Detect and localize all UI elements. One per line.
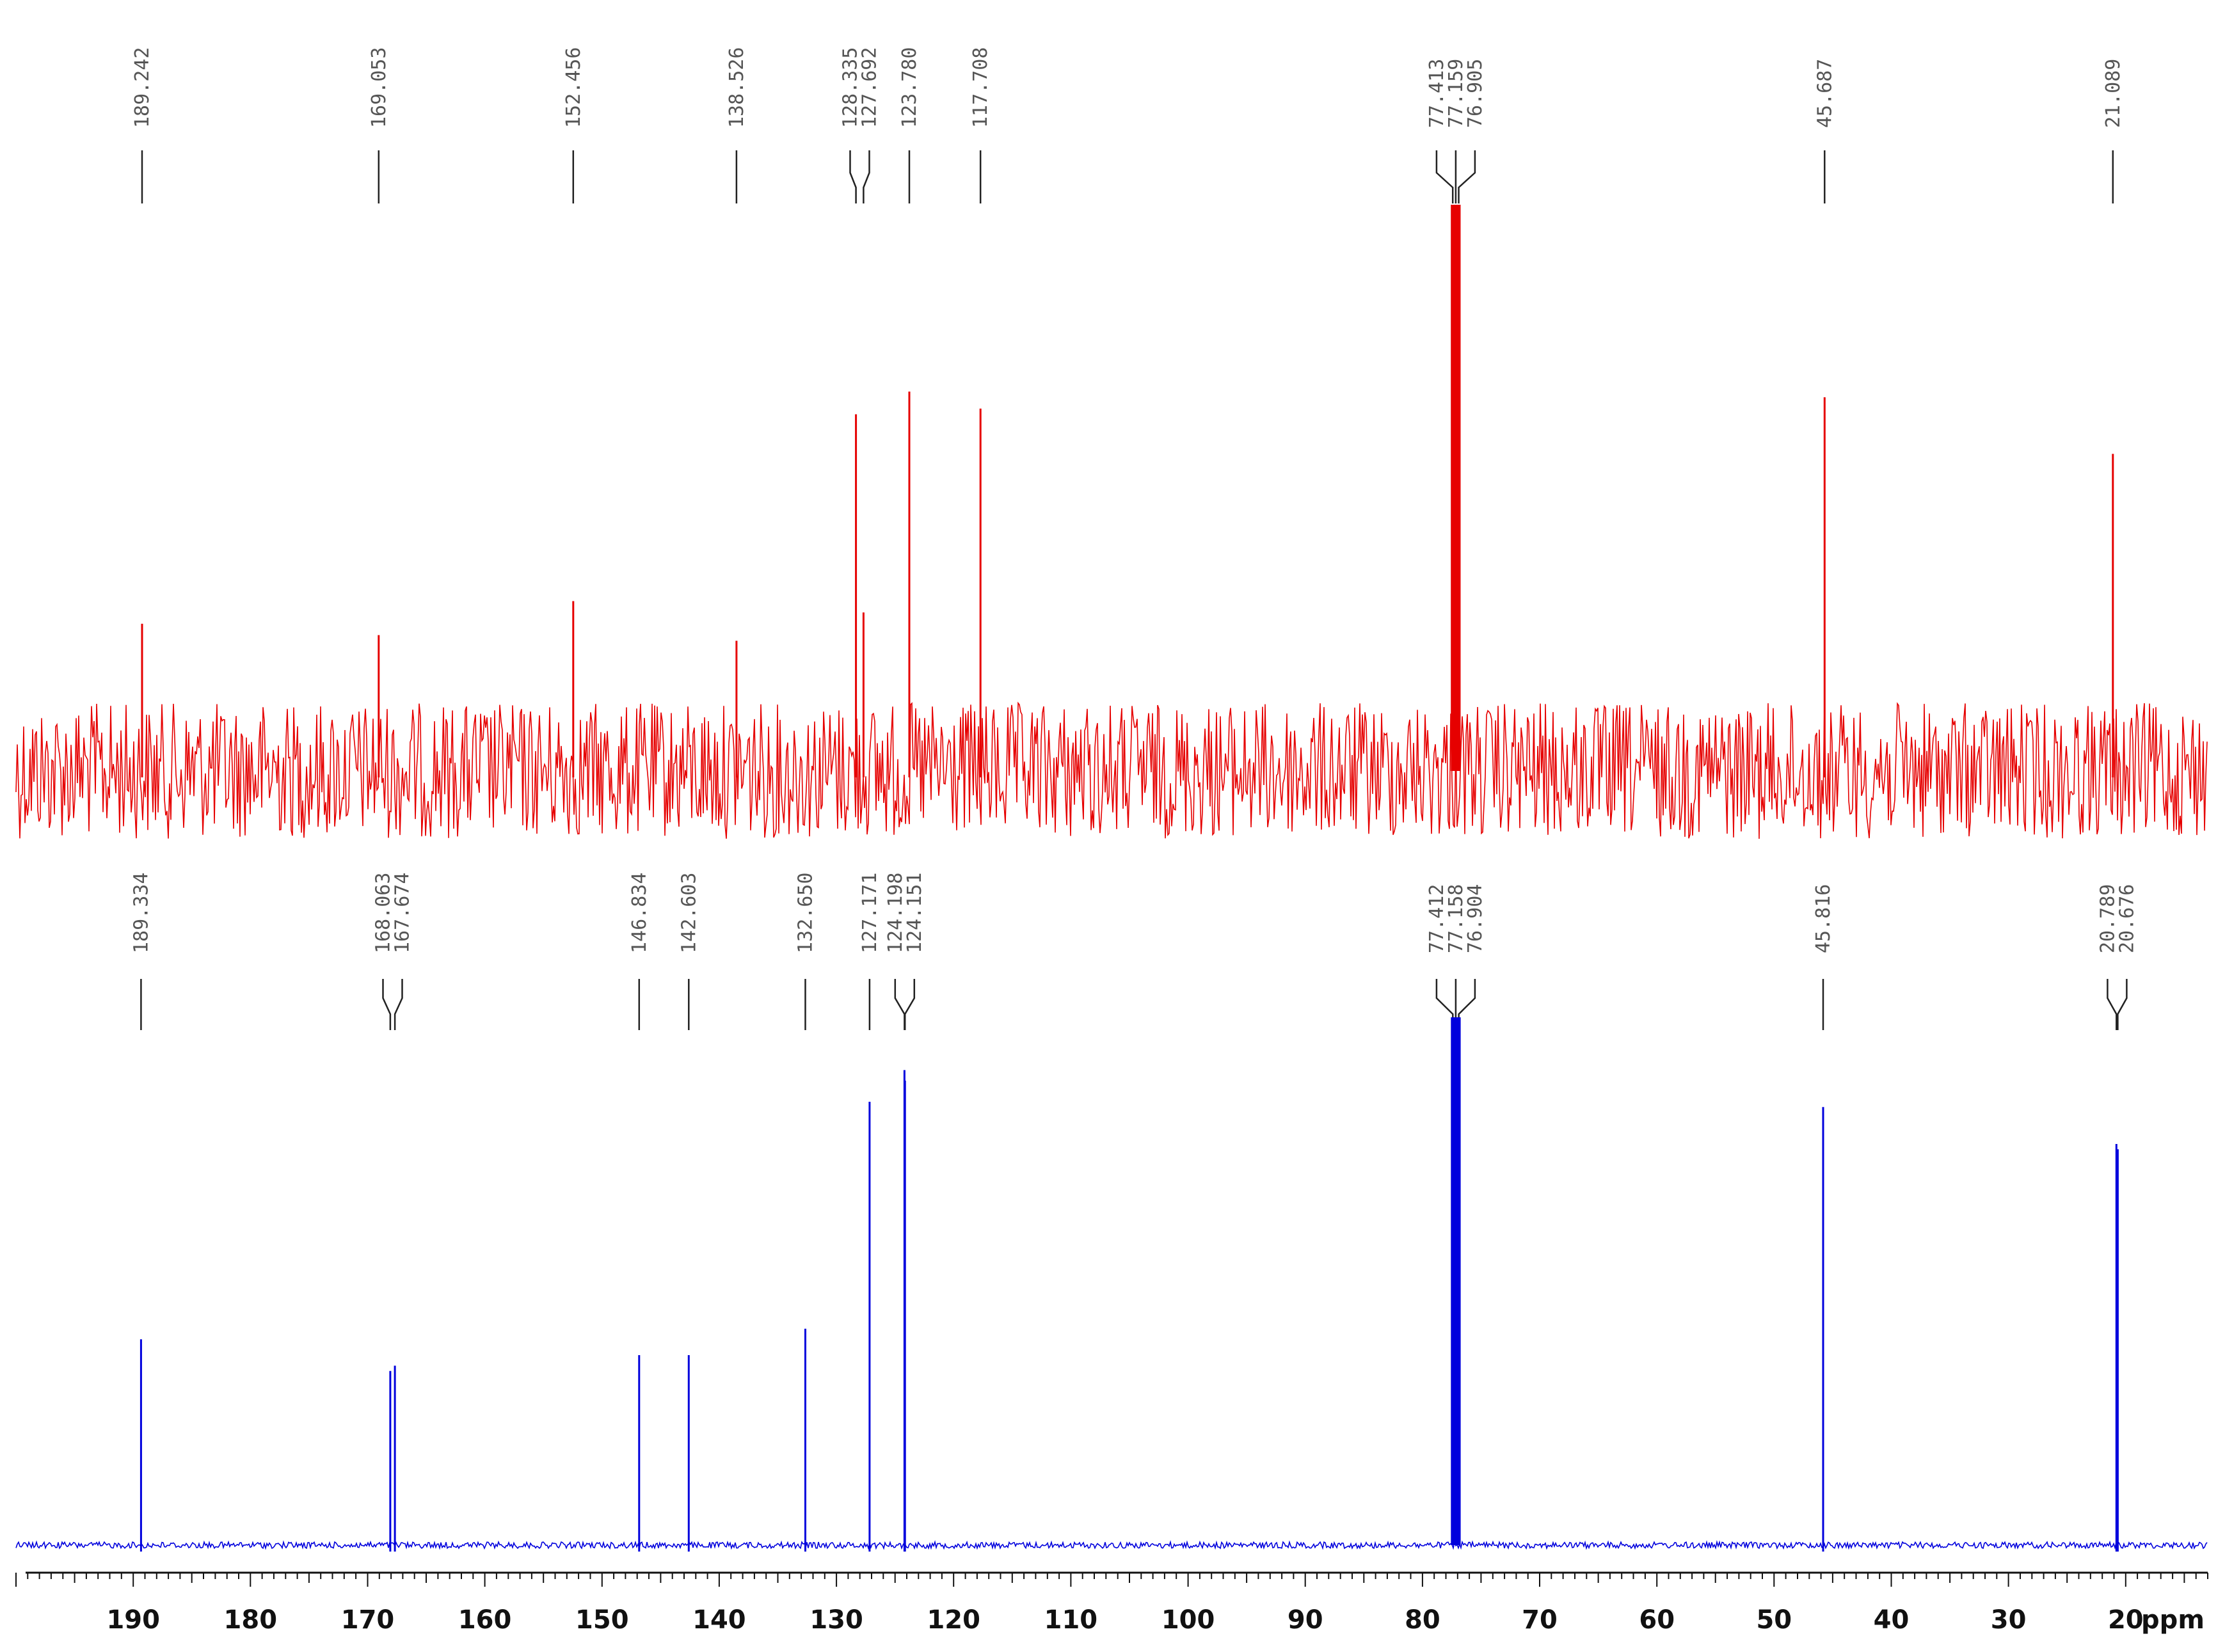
tick-label: 120 <box>927 1605 980 1635</box>
peak-label: 127.692 <box>859 47 881 128</box>
peak-label: 152.456 <box>562 47 585 128</box>
tick-label: 110 <box>1044 1605 1098 1635</box>
peak-leader-line <box>2117 979 2128 1030</box>
peak-76.905 <box>1456 205 1461 771</box>
tick-label: 20 <box>2108 1605 2144 1635</box>
peak-label: 168.063 <box>372 873 395 953</box>
tick-label: 160 <box>458 1605 512 1635</box>
peak-label: 45.687 <box>1814 59 1836 128</box>
peak-label: 146.834 <box>628 873 651 953</box>
tick-label: 30 <box>1991 1605 2027 1635</box>
tick-label: 140 <box>692 1605 746 1635</box>
axis-unit-label: ppm <box>2141 1605 2205 1635</box>
peak-label: 124.198 <box>884 873 907 953</box>
tick-label: 70 <box>1522 1605 1558 1635</box>
peak-76.904 <box>1456 1017 1461 1545</box>
peak-label: 142.603 <box>678 873 700 953</box>
peak-label: 76.905 <box>1464 59 1487 128</box>
peak-label: 77.413 <box>1426 59 1448 128</box>
tick-label: 100 <box>1161 1605 1215 1635</box>
peak-leader-line <box>863 150 870 203</box>
tick-label: 170 <box>341 1605 395 1635</box>
peak-label: 138.526 <box>726 47 748 128</box>
peak-label: 77.412 <box>1426 884 1448 953</box>
peak-leader-line <box>894 979 905 1030</box>
peak-leader-line <box>1435 150 1454 203</box>
peak-label: 128.335 <box>840 47 862 128</box>
peak-leader-line <box>382 979 392 1030</box>
peak-label: 132.650 <box>795 873 817 953</box>
tick-label: 80 <box>1405 1605 1440 1635</box>
peak-label: 117.708 <box>969 47 992 128</box>
red-spectrum-peak-labels: 189.242 169.053 152.456 138.526 128.335127.6… <box>131 47 2125 203</box>
peak-label: 21.089 <box>2102 59 2125 128</box>
tick-label: 180 <box>224 1605 278 1635</box>
peak-label: 127.171 <box>859 873 881 953</box>
tick-label: 130 <box>809 1605 863 1635</box>
baseline-noise <box>15 701 2208 839</box>
tick-label: 40 <box>1874 1605 1910 1635</box>
peak-77.159 <box>1453 205 1458 771</box>
peak-label: 189.334 <box>130 873 152 953</box>
tick-label: 150 <box>575 1605 629 1635</box>
ppm-axis: 190 180 170 160 150 140 130 120 110 100 90 80 70 60 50… <box>15 1571 2208 1635</box>
peak-label: 77.159 <box>1445 59 1467 128</box>
peak-77.412 <box>1451 1017 1455 1545</box>
blue-spectrum-trace <box>15 1017 2208 1552</box>
peak-label: 20.676 <box>2116 884 2138 953</box>
red-spectrum-trace <box>15 205 2208 839</box>
baseline-noise <box>15 1539 2208 1550</box>
peak-leader-line <box>1458 150 1476 203</box>
tick-label: 50 <box>1756 1605 1792 1635</box>
peak-leader-line <box>849 150 857 203</box>
peak-label: 189.242 <box>131 47 154 128</box>
peak-leader-line <box>2107 979 2117 1030</box>
tick-label: 60 <box>1639 1605 1675 1635</box>
tick-label: 90 <box>1288 1605 1323 1635</box>
tick-label: 190 <box>106 1605 160 1635</box>
peak-leader-line <box>904 979 916 1030</box>
peak-77.158 <box>1453 1017 1458 1545</box>
peak-label: 76.904 <box>1464 884 1487 953</box>
peak-leader-line <box>394 979 403 1030</box>
peak-label: 124.151 <box>904 873 926 953</box>
peak-label: 77.158 <box>1445 884 1467 953</box>
peak-label: 45.816 <box>1812 884 1835 953</box>
peak-77.413 <box>1451 205 1455 771</box>
peak-leader-line <box>1435 979 1454 1030</box>
peak-label: 167.674 <box>392 873 414 953</box>
peak-label: 169.053 <box>368 47 390 128</box>
peak-label: 20.789 <box>2096 884 2119 953</box>
peak-leader-line <box>1458 979 1476 1030</box>
peak-label: 123.780 <box>898 47 921 128</box>
